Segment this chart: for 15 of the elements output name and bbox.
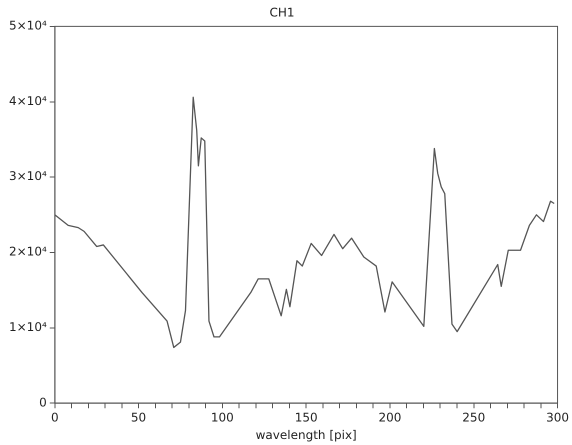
- x-tick-label: 50: [130, 410, 146, 425]
- chart-title: CH1: [269, 5, 295, 20]
- x-axis-title: wavelength [pix]: [256, 428, 357, 442]
- y-tick-label: 2×10⁴: [8, 244, 47, 259]
- x-tick-label: 200: [378, 410, 402, 425]
- y-tick-label: 5×10⁴: [8, 18, 47, 33]
- y-tick-label: 3×10⁴: [8, 169, 47, 184]
- x-tick-label: 300: [546, 410, 569, 425]
- x-tick-label: 100: [210, 410, 234, 425]
- y-tick-label: 1×10⁴: [8, 320, 47, 334]
- x-tick-label: 150: [294, 410, 318, 425]
- x-tick-label: 250: [462, 410, 486, 425]
- y-tick-label: 4×10⁴: [8, 94, 47, 108]
- x-tick-label: 0: [50, 410, 59, 425]
- y-tick-label: 0: [39, 395, 47, 410]
